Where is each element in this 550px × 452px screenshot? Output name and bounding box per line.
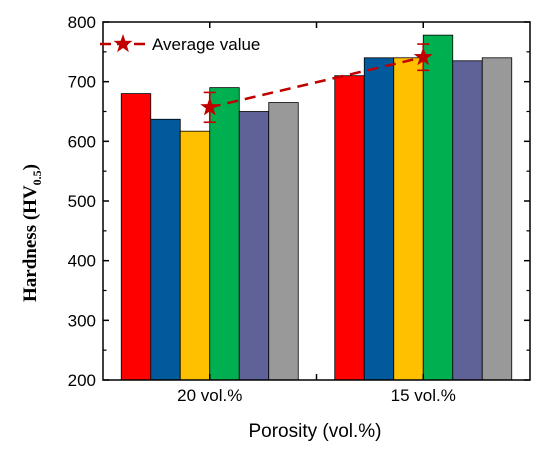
y-axis-title-subscript: 0.5 [30,170,44,185]
legend: Average value [100,34,260,54]
axes-group: 200 300 400 500 600 700 800 20 vol.% 15 vol.% [68,13,531,405]
bar-1-3 [179,130,211,381]
average-marker-2 [413,47,433,66]
x-axis-title: Porosity (vol.%) [248,421,381,442]
y-tick-label-6: 700 [68,73,96,92]
bar-2-4 [422,34,454,381]
y-axis-title: Hardness (HV0.5) [20,164,44,302]
legend-label: Average value [152,35,260,54]
y-tick-label-5: 600 [68,132,96,151]
average-series-group [200,43,433,124]
y-tick-label-7: 800 [68,13,96,32]
y-tick-label-3: 400 [68,252,96,271]
bar-1-5 [238,111,270,381]
y-tick-label-4: 500 [68,192,96,211]
bar-1-1 [120,93,152,381]
bar-2-6 [481,57,513,381]
bar-2-2 [363,57,395,381]
bar-1-6 [268,102,299,381]
bar-1-4 [209,87,240,381]
average-marker-1 [200,97,220,116]
y-tick-label-2: 300 [68,311,96,330]
y-tick-label-1: 200 [68,371,96,390]
bars-group [120,34,513,381]
y-axis-title-close: ) [20,164,41,170]
x-tick-label-1: 20 vol.% [177,386,242,405]
y-axis-title-main: Hardness (HV [20,185,41,302]
x-tick-label-2: 15 vol.% [391,386,456,405]
average-line [209,55,424,109]
bar-2-1 [334,75,365,381]
legend-marker [113,34,133,53]
bar-2-3 [393,57,424,381]
bar-1-2 [150,118,181,381]
bar-2-5 [452,60,483,381]
